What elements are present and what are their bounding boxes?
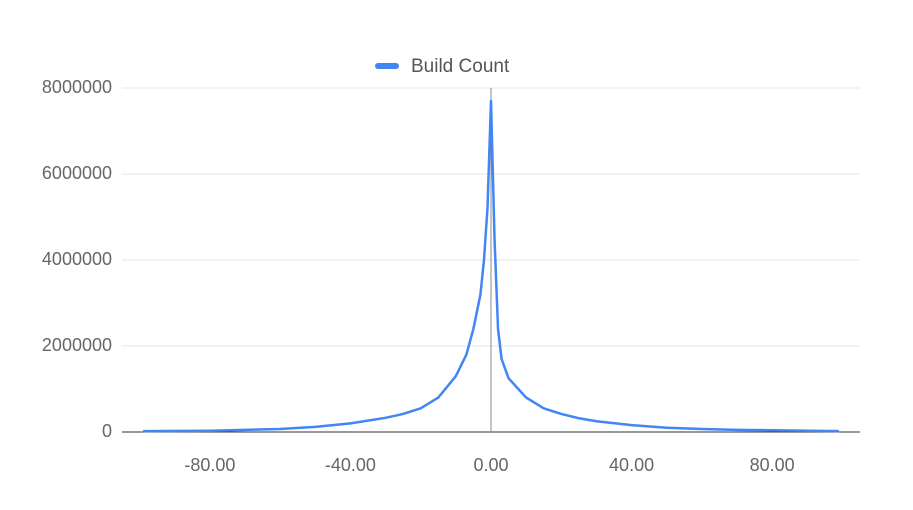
y-tick-label: 4000000 (42, 249, 112, 269)
x-tick-label: -40.00 (325, 455, 376, 475)
series-line (143, 99, 839, 433)
y-tick-label: 0 (102, 421, 112, 441)
y-tick-label: 8000000 (42, 77, 112, 97)
x-tick-label: -80.00 (184, 455, 235, 475)
y-tick-label: 2000000 (42, 335, 112, 355)
y-tick-label: 6000000 (42, 163, 112, 183)
legend-label: Build Count (411, 56, 510, 77)
x-tick-label: 0.00 (473, 455, 508, 475)
x-tick-label: 80.00 (750, 455, 795, 475)
x-tick-label: 40.00 (609, 455, 654, 475)
